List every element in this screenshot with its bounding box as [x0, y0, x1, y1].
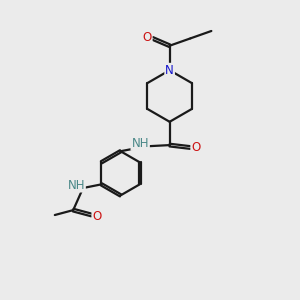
Text: O: O — [92, 210, 102, 223]
Text: O: O — [191, 141, 200, 154]
Text: N: N — [165, 64, 174, 77]
Text: NH: NH — [131, 137, 149, 150]
Text: O: O — [142, 31, 152, 44]
Text: NH: NH — [68, 178, 85, 192]
